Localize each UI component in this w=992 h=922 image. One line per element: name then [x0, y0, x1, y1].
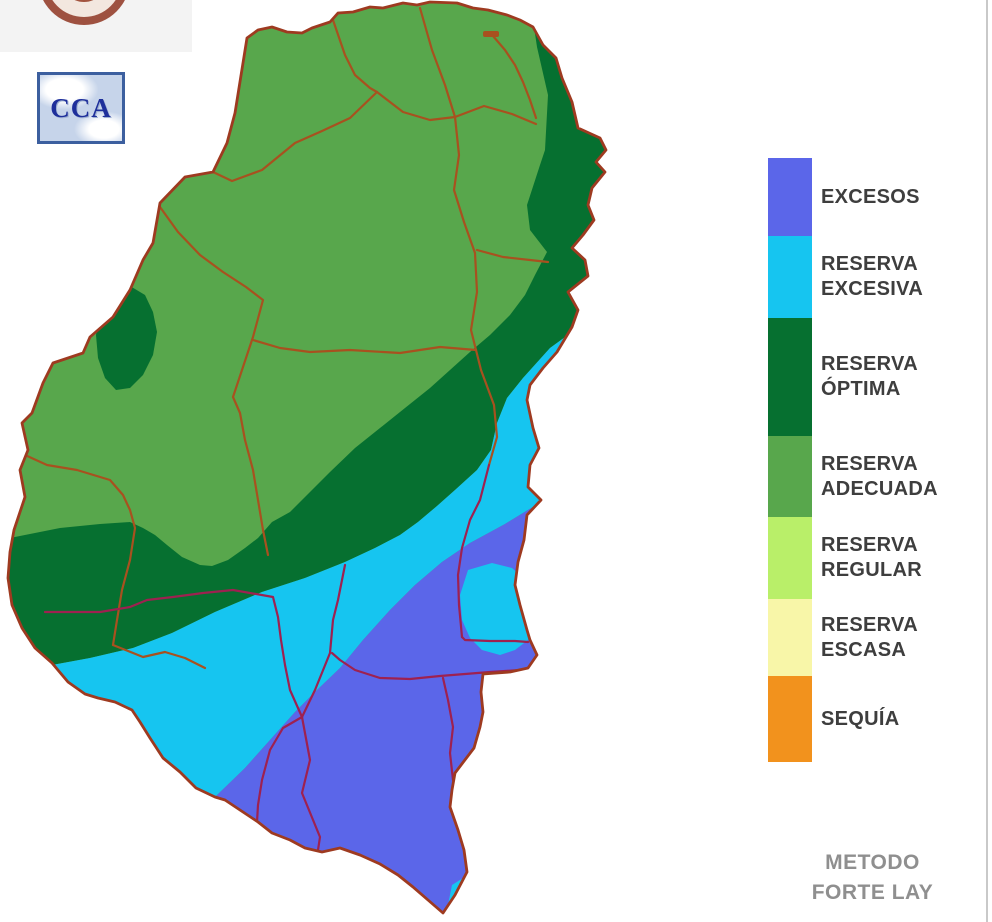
legend-item-reserva-excesiva: RESERVA EXCESIVA — [768, 236, 938, 318]
legend-swatch-sequia — [768, 676, 812, 762]
header-strip — [0, 0, 192, 52]
legend-item-sequia: SEQUÍA — [768, 676, 938, 762]
cca-logo-label: CCA — [50, 92, 112, 123]
legend-swatch-reserva-escasa — [768, 599, 812, 676]
legend-item-reserva-regular: RESERVA REGULAR — [768, 517, 938, 599]
legend-item-reserva-escasa: RESERVA ESCASA — [768, 599, 938, 676]
legend-swatch-reserva-adecuada — [768, 436, 812, 517]
legend-item-reserva-adecuada: RESERVA ADECUADA — [768, 436, 938, 517]
right-edge-rule — [986, 0, 988, 922]
cca-logo-badge: CCA — [37, 72, 125, 144]
legend-item-reserva-optima: RESERVA ÓPTIMA — [768, 318, 938, 436]
legend-label-reserva-optima: RESERVA ÓPTIMA — [821, 353, 918, 400]
institution-seal-icon — [38, 0, 130, 25]
legend-swatch-reserva-excesiva — [768, 236, 812, 318]
method-note: METODO FORTE LAY — [811, 851, 934, 904]
legend-label-reserva-regular: RESERVA REGULAR — [821, 534, 922, 581]
department-borders-south — [43, 463, 530, 852]
legend-label-reserva-excesiva: RESERVA EXCESIVA — [821, 253, 924, 300]
map-legend: EXCESOS RESERVA EXCESIVA RESERVA ÓPTIMA … — [768, 158, 938, 762]
map-region-reserva-excesiva-strip — [8, 330, 606, 797]
seal-core — [61, 0, 107, 2]
legend-label-sequia: SEQUÍA — [821, 707, 900, 730]
legend-label-reserva-adecuada: RESERVA ADECUADA — [821, 452, 938, 500]
legend-swatch-reserva-optima — [768, 318, 812, 436]
map-town-mark — [483, 31, 499, 37]
legend-label-reserva-escasa: RESERVA ESCASA — [821, 613, 918, 661]
legend-swatch-reserva-regular — [768, 517, 812, 599]
legend-swatch-excesos — [768, 158, 812, 236]
legend-label-excesos: EXCESOS — [821, 185, 920, 208]
department-borders-north — [23, 6, 550, 670]
legend-item-excesos: EXCESOS — [768, 158, 938, 236]
seal-inner-ring — [46, 0, 122, 17]
province-outline — [6, 0, 608, 915]
